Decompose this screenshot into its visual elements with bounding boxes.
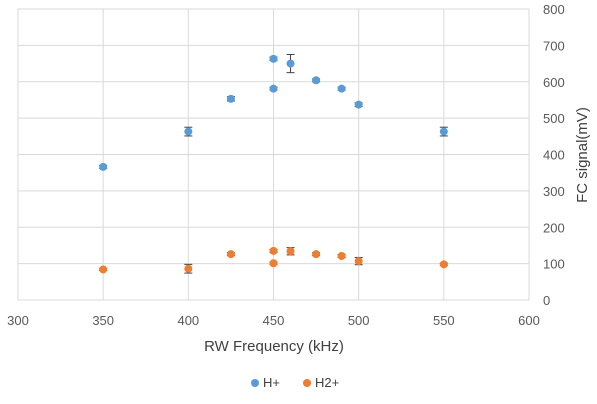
x-tick-label: 600 (518, 313, 540, 328)
y-tick-label: 100 (543, 257, 565, 272)
legend-item: H2+ (303, 375, 339, 390)
y-tick-label: 400 (543, 148, 565, 163)
data-point-h2-plus (337, 251, 346, 260)
x-tick-label: 550 (433, 313, 455, 328)
y-tick-label: 600 (543, 75, 565, 90)
data-point-h2-plus (184, 264, 193, 273)
data-point-h2-plus (99, 265, 108, 274)
legend: H+ H2+ (251, 375, 339, 390)
data-point-h-plus (184, 127, 193, 136)
x-tick-label: 350 (92, 313, 114, 328)
data-point-h2-plus (226, 250, 235, 259)
y-tick-label: 800 (543, 2, 565, 17)
y-tick-labels: 0 100 200 300 400 500 600 700 800 (543, 2, 565, 308)
x-axis-title: RW Frequency (kHz) (204, 338, 344, 355)
y-tick-label: 0 (543, 293, 550, 308)
y-tick-label: 300 (543, 184, 565, 199)
data-point-h-plus (337, 84, 346, 93)
x-tick-label: 450 (263, 313, 285, 328)
legend-item: H+ (251, 375, 280, 390)
data-point-h-plus (99, 162, 108, 171)
data-point-h-plus (439, 127, 448, 136)
x-tick-labels: 300 350 400 450 500 550 600 (7, 313, 540, 328)
data-point-h2-plus (269, 246, 278, 255)
data-point-h2-plus (354, 257, 363, 266)
data-point-h-plus (354, 100, 363, 109)
data-point-h-plus (226, 94, 235, 103)
y-tick-label: 500 (543, 111, 565, 126)
data-point-h-plus (269, 84, 278, 93)
gridlines (17, 8, 530, 301)
legend-label: H+ (263, 375, 280, 390)
y-tick-label: 700 (543, 38, 565, 53)
data-point-h2-plus (269, 259, 278, 268)
data-point-h2-plus (286, 247, 295, 256)
data-points (99, 54, 448, 274)
x-tick-label: 500 (348, 313, 370, 328)
legend-label: H2+ (315, 375, 339, 390)
data-point-h-plus (312, 76, 321, 85)
data-point-h-plus (269, 54, 278, 63)
y-axis-title: FC signal(mV) (574, 107, 591, 203)
y-tick-label: 200 (543, 220, 565, 235)
data-point-h2-plus (312, 250, 321, 259)
data-point-h2-plus (439, 260, 448, 269)
x-tick-label: 400 (177, 313, 199, 328)
legend-marker (251, 379, 259, 387)
legend-marker (303, 379, 311, 387)
x-tick-label: 300 (7, 313, 29, 328)
data-point-h-plus (286, 59, 295, 68)
